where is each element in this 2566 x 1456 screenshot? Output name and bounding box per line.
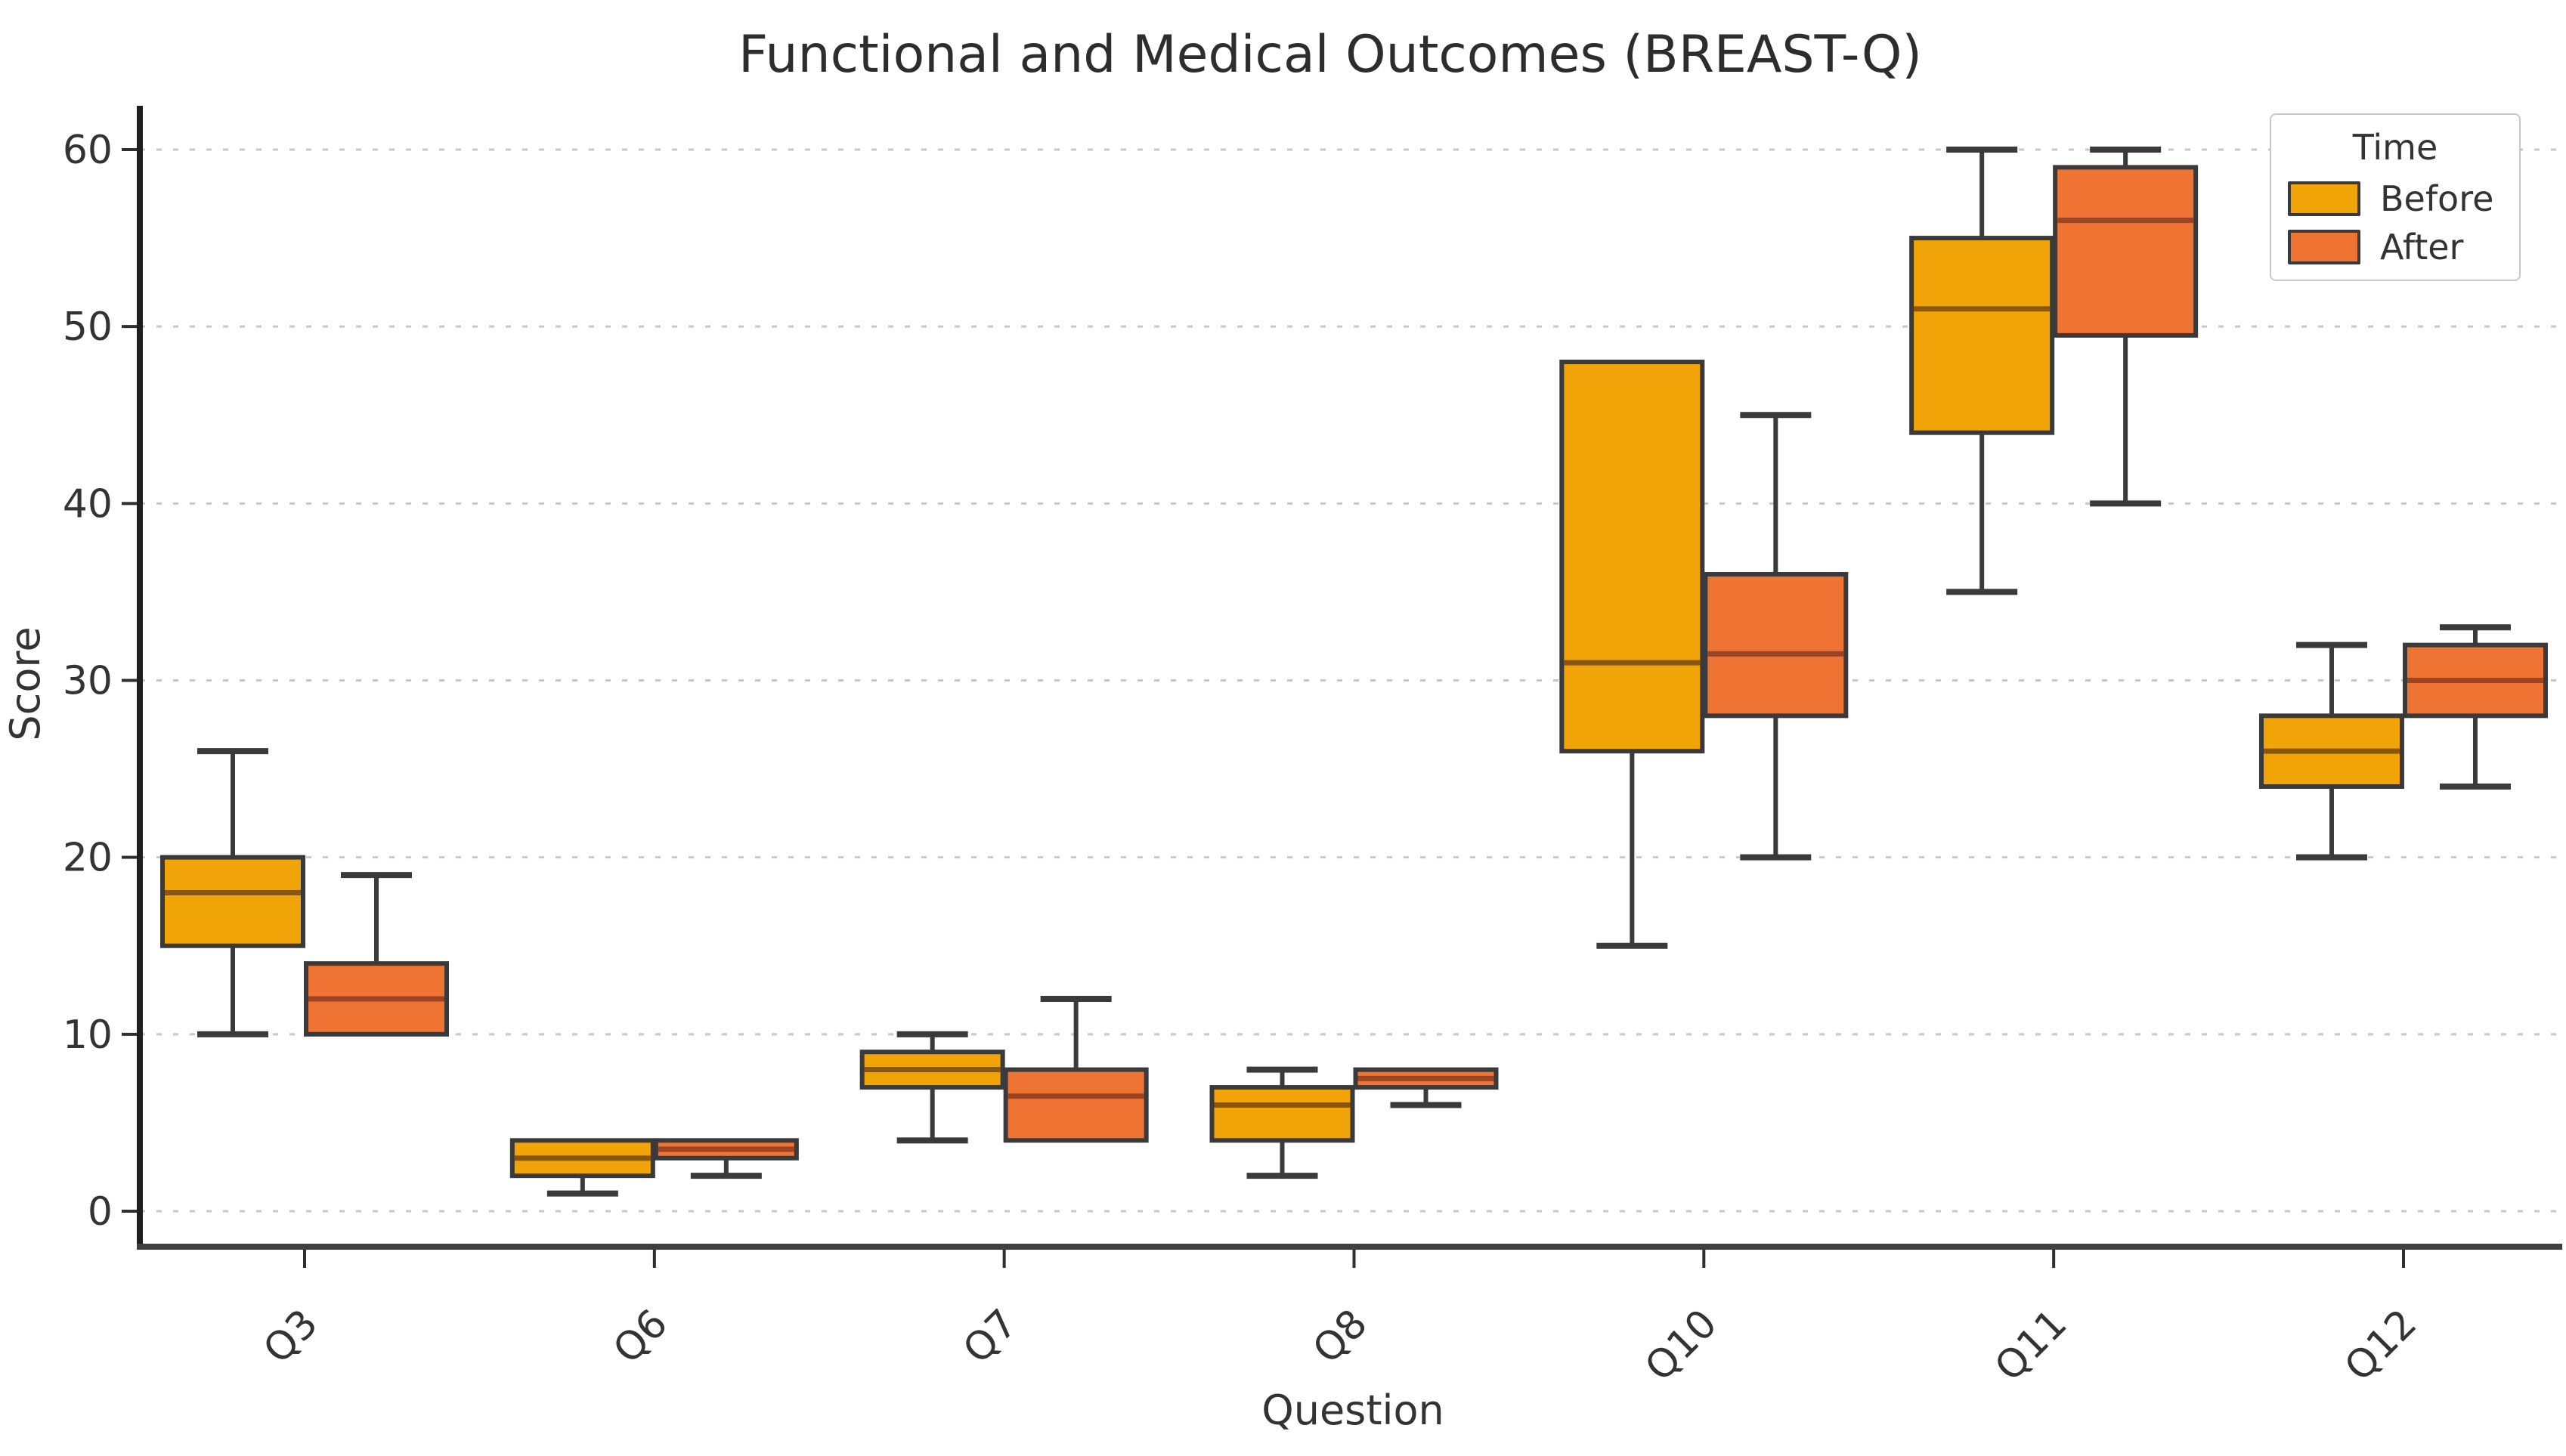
boxgroup-after-q11 bbox=[2053, 146, 2199, 507]
boxgroup-after-q3 bbox=[304, 872, 449, 1037]
boxgroup-before-q8 bbox=[1209, 1066, 1355, 1179]
legend-label-after: After bbox=[2380, 227, 2464, 267]
x-tick-label: Q7 bbox=[955, 1301, 1026, 1373]
boxgroup-after-q8 bbox=[1353, 1067, 1499, 1108]
boxgroup-before-q7 bbox=[859, 1031, 1005, 1144]
legend-entry-after: After bbox=[2288, 230, 2503, 264]
boxgroup-before-q11 bbox=[1909, 146, 2055, 595]
box bbox=[1559, 359, 1705, 754]
boxgroup-after-q10 bbox=[1703, 412, 1849, 861]
x-tick-label: Q11 bbox=[1986, 1301, 2075, 1390]
x-tick-label: Q6 bbox=[605, 1301, 676, 1373]
legend-label-before: Before bbox=[2380, 178, 2494, 219]
x-tick-label: Q12 bbox=[2336, 1301, 2425, 1390]
x-axis-label: Question bbox=[1261, 1386, 1444, 1434]
box bbox=[1209, 1085, 1355, 1143]
x-tick-label: Q8 bbox=[1305, 1301, 1376, 1373]
boxgroup-before-q6 bbox=[509, 1138, 655, 1197]
y-tick-label: 10 bbox=[63, 1012, 113, 1058]
box bbox=[160, 855, 305, 948]
y-tick-label: 50 bbox=[63, 304, 113, 350]
boxes bbox=[160, 146, 2548, 1197]
boxgroup-after-q12 bbox=[2402, 624, 2548, 790]
gridlines bbox=[140, 148, 2562, 1213]
legend-swatch-before bbox=[2288, 181, 2360, 216]
y-tick-label: 20 bbox=[63, 836, 113, 881]
y-tick-label: 30 bbox=[63, 658, 113, 703]
y-tick-label: 0 bbox=[88, 1189, 113, 1235]
y-tick-label: 40 bbox=[63, 481, 113, 527]
legend-entry-before: Before bbox=[2288, 181, 2503, 216]
x-tick-label: Q10 bbox=[1636, 1301, 1726, 1390]
y-axis-label: Score bbox=[2, 626, 49, 740]
box bbox=[2053, 165, 2199, 338]
box bbox=[1909, 236, 2055, 435]
boxgroup-before-q3 bbox=[160, 748, 305, 1037]
y-tick-label: 60 bbox=[63, 128, 113, 173]
box bbox=[1703, 571, 1849, 719]
boxgroup-before-q10 bbox=[1559, 359, 1705, 949]
legend: Time Before After bbox=[2270, 113, 2521, 281]
x-tick-label: Q3 bbox=[255, 1301, 327, 1373]
legend-title: Time bbox=[2352, 127, 2438, 168]
chart-title: Functional and Medical Outcomes (BREAST-… bbox=[738, 25, 1922, 85]
boxgroup-after-q6 bbox=[653, 1138, 799, 1179]
legend-swatch-after bbox=[2288, 230, 2360, 264]
boxgroup-after-q7 bbox=[1003, 995, 1149, 1143]
boxgroup-before-q12 bbox=[2258, 641, 2404, 861]
box bbox=[1003, 1067, 1149, 1143]
